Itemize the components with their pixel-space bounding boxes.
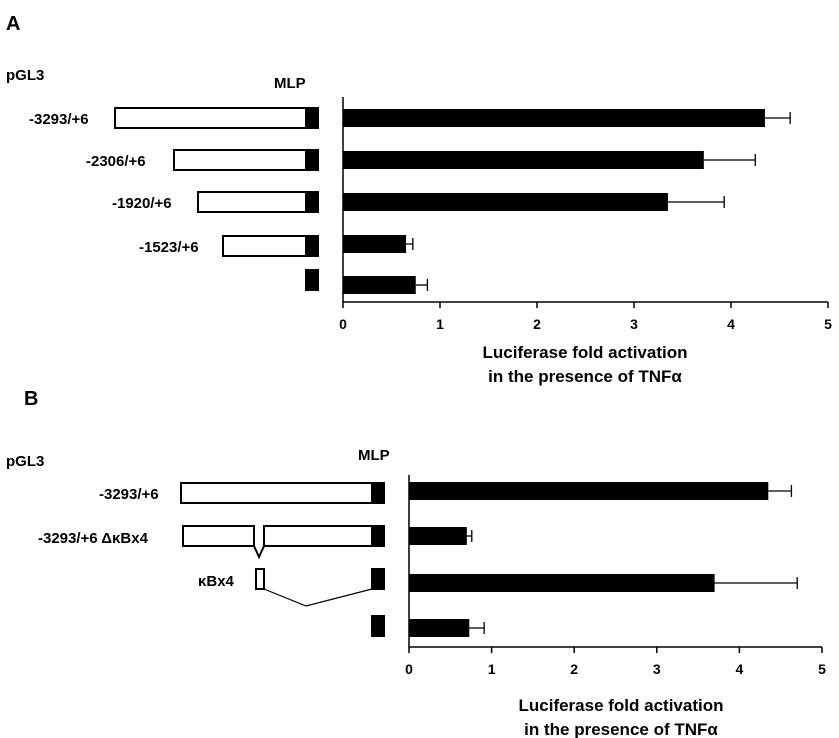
b-bar-3 [409,574,715,592]
construct-box-1920 [197,191,307,213]
b-mlp-block-2 [371,525,385,547]
a-bar-3 [343,193,668,211]
b-error-bar-3 [714,577,798,589]
panel-b-construct-label-3: κBx4 [198,573,235,590]
panel-a-vector-label: pGL3 [6,67,44,84]
b-construct-del-left [182,525,255,547]
panel-a-letter: A [6,13,20,35]
b-error-bar-1 [768,485,793,497]
b-fragment-connector [263,588,373,607]
panel-a: A pGL3 MLP -3293/+6 -2306/+6 -1920/+6 -1… [6,13,832,386]
a-bar-4 [343,235,407,253]
panel-b-letter: B [24,388,38,410]
b-error-bar-4 [469,622,485,634]
a-error-bar-1 [764,112,791,124]
b-x-tick-label-5: 5 [818,661,826,677]
b-construct-del-right [263,525,373,547]
panel-b-construct-label-1: -3293/+6 [99,486,159,503]
panel-a-xlabel-line1: Luciferase fold activation [483,343,688,362]
a-x-tick-label-0: 0 [339,316,347,332]
panel-a-mlp-label: MLP [274,75,306,92]
mlp-block-1 [305,107,319,129]
construct-box-1523 [222,235,307,257]
panel-a-construct-label-4: -1523/+6 [139,239,199,256]
b-deletion-notch [253,545,265,560]
panel-a-construct-label-2: -2306/+6 [86,153,146,170]
a-x-tick-label-4: 4 [727,316,735,332]
a-error-bar-4 [406,238,414,250]
a-x-tick-label-1: 1 [436,316,444,332]
b-x-tick-label-0: 0 [405,661,413,677]
panel-a-construct-diagrams [114,107,319,291]
b-x-tick-label-2: 2 [570,661,578,677]
panel-a-xlabel-line2: in the presence of TNFα [488,367,682,386]
mlp-block-5 [305,269,319,291]
construct-box-3293 [114,107,307,129]
b-kbx4-fragment [255,568,265,590]
a-x-tick-label-5: 5 [824,316,832,332]
panel-b-xlabel-line2: in the presence of TNFα [524,720,718,738]
b-bar-2 [409,527,467,545]
panel-b-plot: 0 1 2 3 4 5 [405,482,826,677]
panel-b-mlp-label: MLP [358,447,390,464]
panel-b-vector-label: pGL3 [6,453,44,470]
a-x-tick-label-3: 3 [630,316,638,332]
b-bar-1 [409,482,769,500]
mlp-block-4 [305,235,319,257]
a-bar-5 [343,276,416,294]
b-mlp-block-1 [371,482,385,504]
b-construct-full [180,482,373,504]
a-error-bar-3 [667,196,725,208]
b-x-tick-label-4: 4 [736,661,744,677]
a-bar-1 [343,109,765,127]
panel-b-construct-diagrams [180,482,385,637]
panel-b: B pGL3 MLP -3293/+6 -3293/+6 ΔκBx4 κBx4 … [6,388,826,738]
b-mlp-block-4 [371,615,385,637]
mlp-block-3 [305,191,319,213]
panel-a-construct-label-1: -3293/+6 [29,111,89,128]
a-x-tick-label-2: 2 [533,316,541,332]
b-bar-4 [409,619,470,637]
panel-b-xlabel-line1: Luciferase fold activation [519,696,724,715]
b-x-tick-label-1: 1 [488,661,496,677]
mlp-block-2 [305,149,319,171]
b-x-tick-label-3: 3 [653,661,661,677]
panel-a-construct-label-3: -1920/+6 [112,195,172,212]
panel-b-construct-label-2: -3293/+6 ΔκBx4 [38,530,149,547]
a-bar-2 [343,151,704,169]
a-error-bar-2 [703,154,756,166]
b-error-bar-2 [466,530,473,542]
panel-a-plot: 0 1 2 3 4 5 [339,109,832,332]
a-error-bar-5 [415,279,429,291]
construct-box-2306 [173,149,307,171]
b-mlp-block-3 [371,568,385,590]
